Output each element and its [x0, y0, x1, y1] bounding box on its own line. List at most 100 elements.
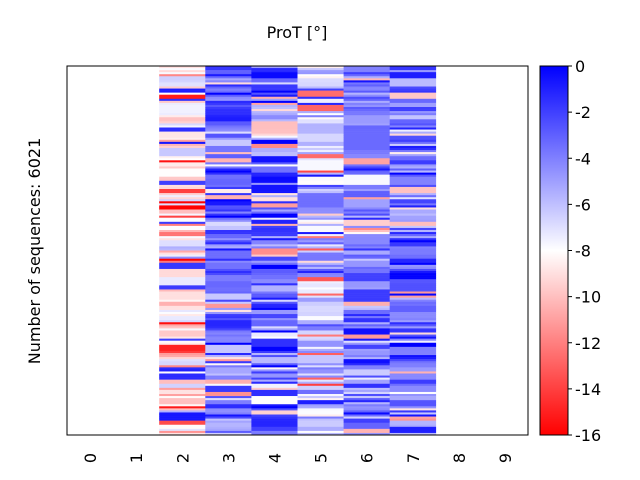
heatmap-cell: [159, 365, 206, 368]
heatmap-cell: [389, 394, 437, 397]
heatmap-cell: [251, 430, 298, 434]
heatmap-cell: [389, 84, 437, 87]
heatmap-cell: [251, 148, 298, 151]
heatmap-cell: [205, 432, 252, 436]
heatmap-cell: [159, 422, 206, 426]
heatmap-cell: [159, 328, 206, 331]
heatmap-cell: [343, 82, 390, 85]
heatmap-cell: [205, 178, 252, 182]
heatmap-cell: [251, 309, 298, 313]
heatmap-cell: [159, 271, 206, 274]
heatmap-cell: [205, 232, 252, 235]
heatmap-cell: [205, 412, 252, 415]
heatmap-cell: [205, 164, 252, 167]
heatmap-cell: [159, 203, 206, 206]
heatmap-cell: [251, 125, 298, 128]
heatmap-cell: [297, 414, 344, 417]
heatmap-cell: [343, 86, 390, 89]
heatmap-cell: [297, 80, 344, 83]
heatmap-cell: [205, 357, 252, 360]
heatmap-cell: [343, 72, 390, 75]
heatmap-cell: [205, 205, 252, 208]
heatmap-cell: [343, 199, 390, 202]
heatmap-cell: [343, 324, 390, 327]
heatmap-cell: [389, 96, 437, 100]
x-tick-label: 4: [265, 453, 284, 463]
heatmap-cell: [297, 78, 344, 81]
x-tick-label: 5: [312, 453, 331, 463]
heatmap-cell: [205, 289, 252, 292]
heatmap-cell: [205, 100, 252, 104]
heatmap-cell: [205, 66, 252, 69]
heatmap-cell: [159, 342, 206, 346]
heatmap-cell: [205, 217, 252, 221]
heatmap-cell: [297, 422, 344, 426]
heatmap-cell: [159, 184, 206, 188]
heatmap-cell: [159, 369, 206, 372]
heatmap-cell: [297, 131, 344, 134]
heatmap-cell: [251, 426, 298, 430]
heatmap-cell: [159, 197, 206, 200]
heatmap-cell: [159, 250, 206, 253]
heatmap-cell: [159, 119, 206, 122]
heatmap-cell: [297, 92, 344, 95]
heatmap-cell: [251, 389, 298, 393]
heatmap-cell: [205, 158, 252, 161]
heatmap-cell: [297, 342, 344, 346]
heatmap-cell: [343, 273, 390, 276]
heatmap-cell: [389, 342, 437, 346]
heatmap-cell: [251, 82, 298, 85]
heatmap-cell: [205, 174, 252, 177]
heatmap-cell: [159, 129, 206, 132]
heatmap-cell: [251, 406, 298, 409]
heatmap-cell: [159, 258, 206, 262]
heatmap-cell: [159, 113, 206, 116]
heatmap-cell: [205, 342, 252, 346]
heatmap-cell: [297, 268, 344, 272]
heatmap-cell: [251, 252, 298, 255]
heatmap-cell: [205, 197, 252, 200]
heatmap-cell: [205, 271, 252, 274]
heatmap-cell: [205, 273, 252, 276]
heatmap-cell: [251, 158, 298, 161]
heatmap-cell: [389, 230, 437, 233]
heatmap-cell: [343, 326, 390, 329]
heatmap-cell: [389, 424, 437, 428]
heatmap-cell: [343, 172, 390, 175]
heatmap-cell: [343, 396, 390, 399]
heatmap-cell: [251, 410, 298, 413]
heatmap-cell: [205, 299, 252, 303]
heatmap-cell: [205, 252, 252, 255]
heatmap-cell: [159, 385, 206, 389]
heatmap-cell: [205, 121, 252, 124]
heatmap-cell: [159, 148, 206, 151]
heatmap-cell: [251, 170, 298, 173]
heatmap-cell: [389, 369, 437, 372]
heatmap-cell: [205, 113, 252, 116]
heatmap-cell: [251, 238, 298, 241]
heatmap-cell: [297, 307, 344, 311]
heatmap-cell: [389, 262, 437, 266]
heatmap-cell: [297, 400, 344, 403]
heatmap-cell: [297, 285, 344, 288]
heatmap-cell: [343, 80, 390, 83]
heatmap-cell: [251, 232, 298, 235]
heatmap-cell: [159, 164, 206, 167]
heatmap-cell: [297, 189, 344, 192]
heatmap-cell: [389, 408, 437, 411]
heatmap-cell: [251, 178, 298, 182]
heatmap-cell: [205, 213, 252, 216]
heatmap-cell: [297, 141, 344, 145]
heatmap-cell: [205, 312, 252, 315]
heatmap-cell: [251, 172, 298, 175]
heatmap-cell: [251, 68, 298, 71]
heatmap-cell: [159, 70, 206, 73]
heatmap-cell: [205, 172, 252, 175]
heatmap-cell: [343, 219, 390, 223]
heatmap-cell: [205, 88, 252, 91]
heatmap-cell: [297, 72, 344, 75]
heatmap-cell: [297, 428, 344, 432]
heatmap-cell: [251, 117, 298, 120]
heatmap-cell: [389, 94, 437, 98]
heatmap-cell: [297, 375, 344, 378]
